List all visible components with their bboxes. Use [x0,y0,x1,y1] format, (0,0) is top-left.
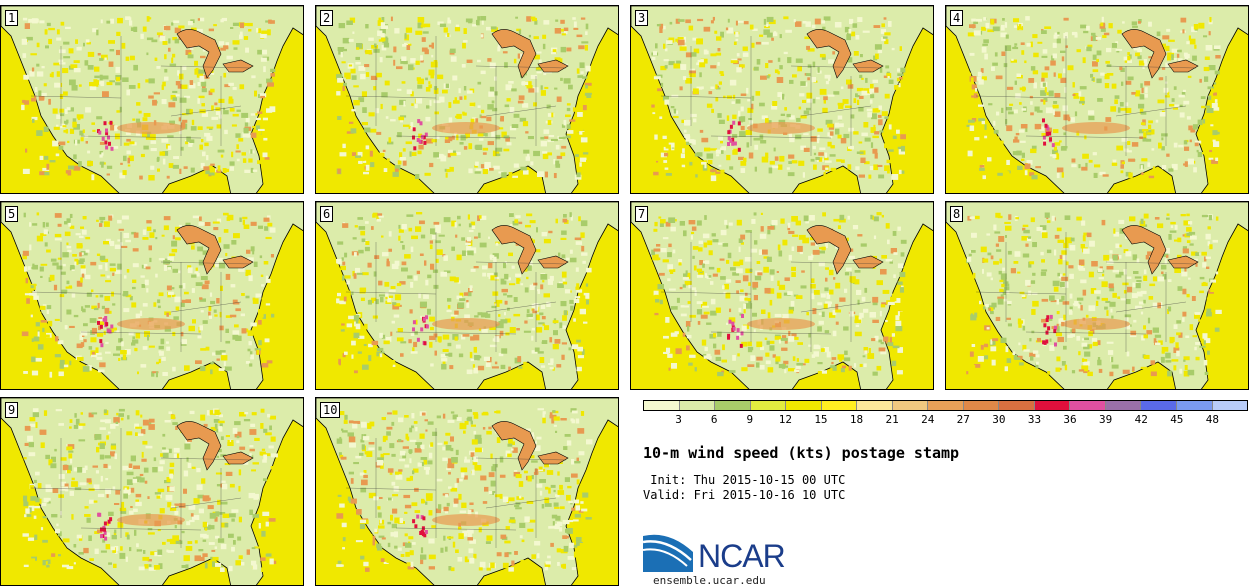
wind-map [316,202,618,389]
valid-time: Valid: Fri 2015-10-16 10 UTC [643,488,846,502]
ncar-logo-text: NCAR [698,538,786,574]
stamp-panel: 5 [0,201,304,390]
colorbar-tick-label: 42 [1134,413,1148,426]
init-time: Init: Thu 2015-10-15 00 UTC [643,473,846,487]
stamp-panel: 7 [630,201,934,390]
panel-number: 5 [5,206,19,222]
colorbar-swatch [1176,401,1213,410]
plot-title: 10-m wind speed (kts) postage stamp [643,444,960,462]
colorbar-swatch [892,401,929,410]
stamp-panel: 3 [630,5,934,194]
colorbar-tick-label: 36 [1063,413,1077,426]
colorbar-tick-label: 45 [1170,413,1184,426]
stamp-panel: 4 [945,5,1249,194]
panel-number: 4 [950,10,964,26]
panel-number: 9 [5,402,19,418]
colorbar-swatch [1212,401,1248,410]
wind-map [1,398,303,585]
stamp-panel: 2 [315,5,619,194]
colorbar-swatch [857,401,893,410]
wind-map [946,6,1248,193]
colorbar-swatch [1070,401,1106,410]
colorbar [643,400,1248,411]
colorbar-labels: 3 6 9 12 15 18 21 24 27 30 33 36 39 42 45 48 [643,413,1248,427]
stamp-panel: 9 [0,397,304,586]
colorbar-tick-label: 39 [1099,413,1113,426]
stamp-panel: 6 [315,201,619,390]
wind-map [316,398,618,585]
wind-map [631,6,933,193]
colorbar-tick-label: 48 [1205,413,1220,426]
colorbar-tick-label: 30 [992,413,1006,426]
colorbar-tick-label: 33 [1027,413,1042,426]
colorbar-swatch [679,401,716,410]
colorbar-swatch [1105,401,1142,410]
colorbar-swatch [928,401,964,410]
colorbar-tick-label: 27 [956,413,970,426]
ncar-logo-icon [643,534,693,572]
colorbar-swatch [1141,401,1177,410]
colorbar-swatch [786,401,822,410]
stamp-panel: 10 [315,397,619,586]
wind-map [946,202,1248,389]
colorbar-tick-label: 12 [778,413,792,426]
panel-number: 2 [320,10,334,26]
logo-url: ensemble.ucar.edu [653,574,766,587]
stamp-panel: 8 [945,201,1249,390]
colorbar-tick-label: 9 [746,413,754,426]
colorbar-tick-label: 15 [814,413,828,426]
wind-map [1,6,303,193]
panel-number: 8 [950,206,964,222]
panel-number: 6 [320,206,334,222]
colorbar-swatch [715,401,751,410]
panel-number: 7 [635,206,649,222]
colorbar-swatch [644,401,680,410]
panel-number: 10 [320,402,341,418]
colorbar-tick-label: 24 [921,413,935,426]
colorbar-swatch [963,401,1000,410]
colorbar-swatch [1034,401,1071,410]
colorbar-swatch [821,401,858,410]
colorbar-tick-label: 3 [675,413,682,426]
panel-number: 3 [635,10,649,26]
wind-map [1,202,303,389]
stamp-panel: 1 [0,5,304,194]
wind-map [631,202,933,389]
colorbar-swatch [750,401,787,410]
panel-number: 1 [5,10,19,26]
colorbar-swatch [999,401,1035,410]
colorbar-tick-label: 6 [710,413,718,426]
wind-map [316,6,618,193]
colorbar-tick-label: 21 [885,413,899,426]
colorbar-tick-label: 18 [849,413,864,426]
